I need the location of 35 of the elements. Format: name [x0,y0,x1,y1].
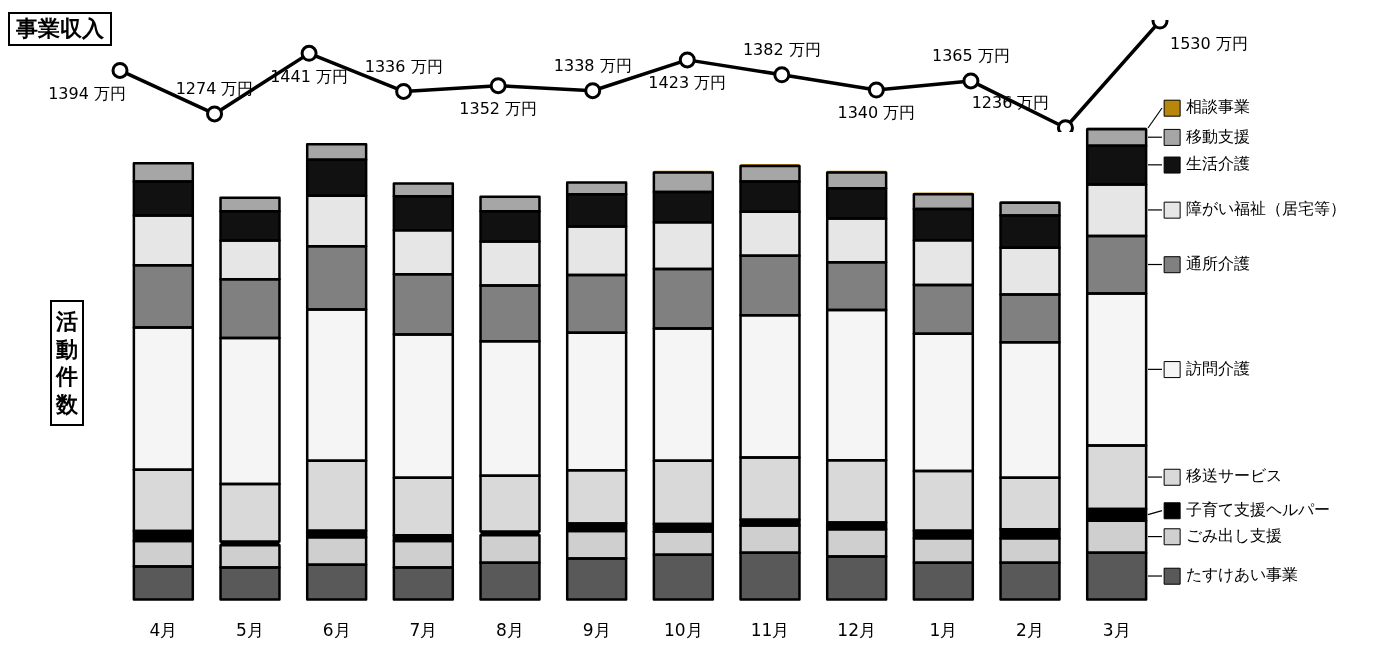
x-tick-label: 8月 [496,620,524,641]
data-label: 1441 万円 [270,66,348,86]
legend-label: 移送サービス [1186,466,1283,486]
data-label: 1336 万円 [364,56,443,76]
x-tick-label: 10月 [664,620,703,641]
legend-label: 子育て支援ヘルパー [1186,499,1331,519]
data-label: 1338 万円 [553,55,632,75]
x-tick-label: 1月 [929,620,958,641]
data-label: 1423 万円 [648,73,727,93]
x-tick-label: 3月 [1102,620,1131,641]
chart-title: 事業収入 [8,12,112,47]
data-label: 1365 万円 [932,46,1010,66]
data-label: 1382 万円 [742,39,821,59]
legend-label: たすけあい事業 [1186,565,1299,585]
data-label: 1340 万円 [837,103,916,123]
data-label: 1530 万円 [1170,34,1248,54]
data-label: 1274 万円 [175,79,254,99]
x-tick-label: 6月 [322,620,351,641]
y-axis-title: 活動件数 [50,300,84,426]
legend-label: 障がい福祉（居宅等） [1186,199,1347,219]
x-tick-label: 2月 [1016,620,1044,641]
legend-label: 生活介護 [1186,154,1251,174]
legend-label: 相談事業 [1186,97,1251,117]
x-tick-label: 9月 [582,620,611,641]
x-tick-label: 7月 [409,620,438,641]
x-tick-label: 5月 [236,620,264,641]
legend-label: 通所介護 [1186,253,1251,273]
data-label: 1394 万円 [48,83,126,103]
legend-label: 訪問介護 [1186,358,1251,378]
data-label: 1352 万円 [459,98,538,118]
legend-label: 移動支援 [1186,126,1251,146]
x-tick-label: 11月 [750,620,790,641]
x-tick-label: 12月 [837,620,876,641]
x-tick-label: 4月 [149,620,178,641]
legend-label: ごみ出し支援 [1186,525,1283,545]
